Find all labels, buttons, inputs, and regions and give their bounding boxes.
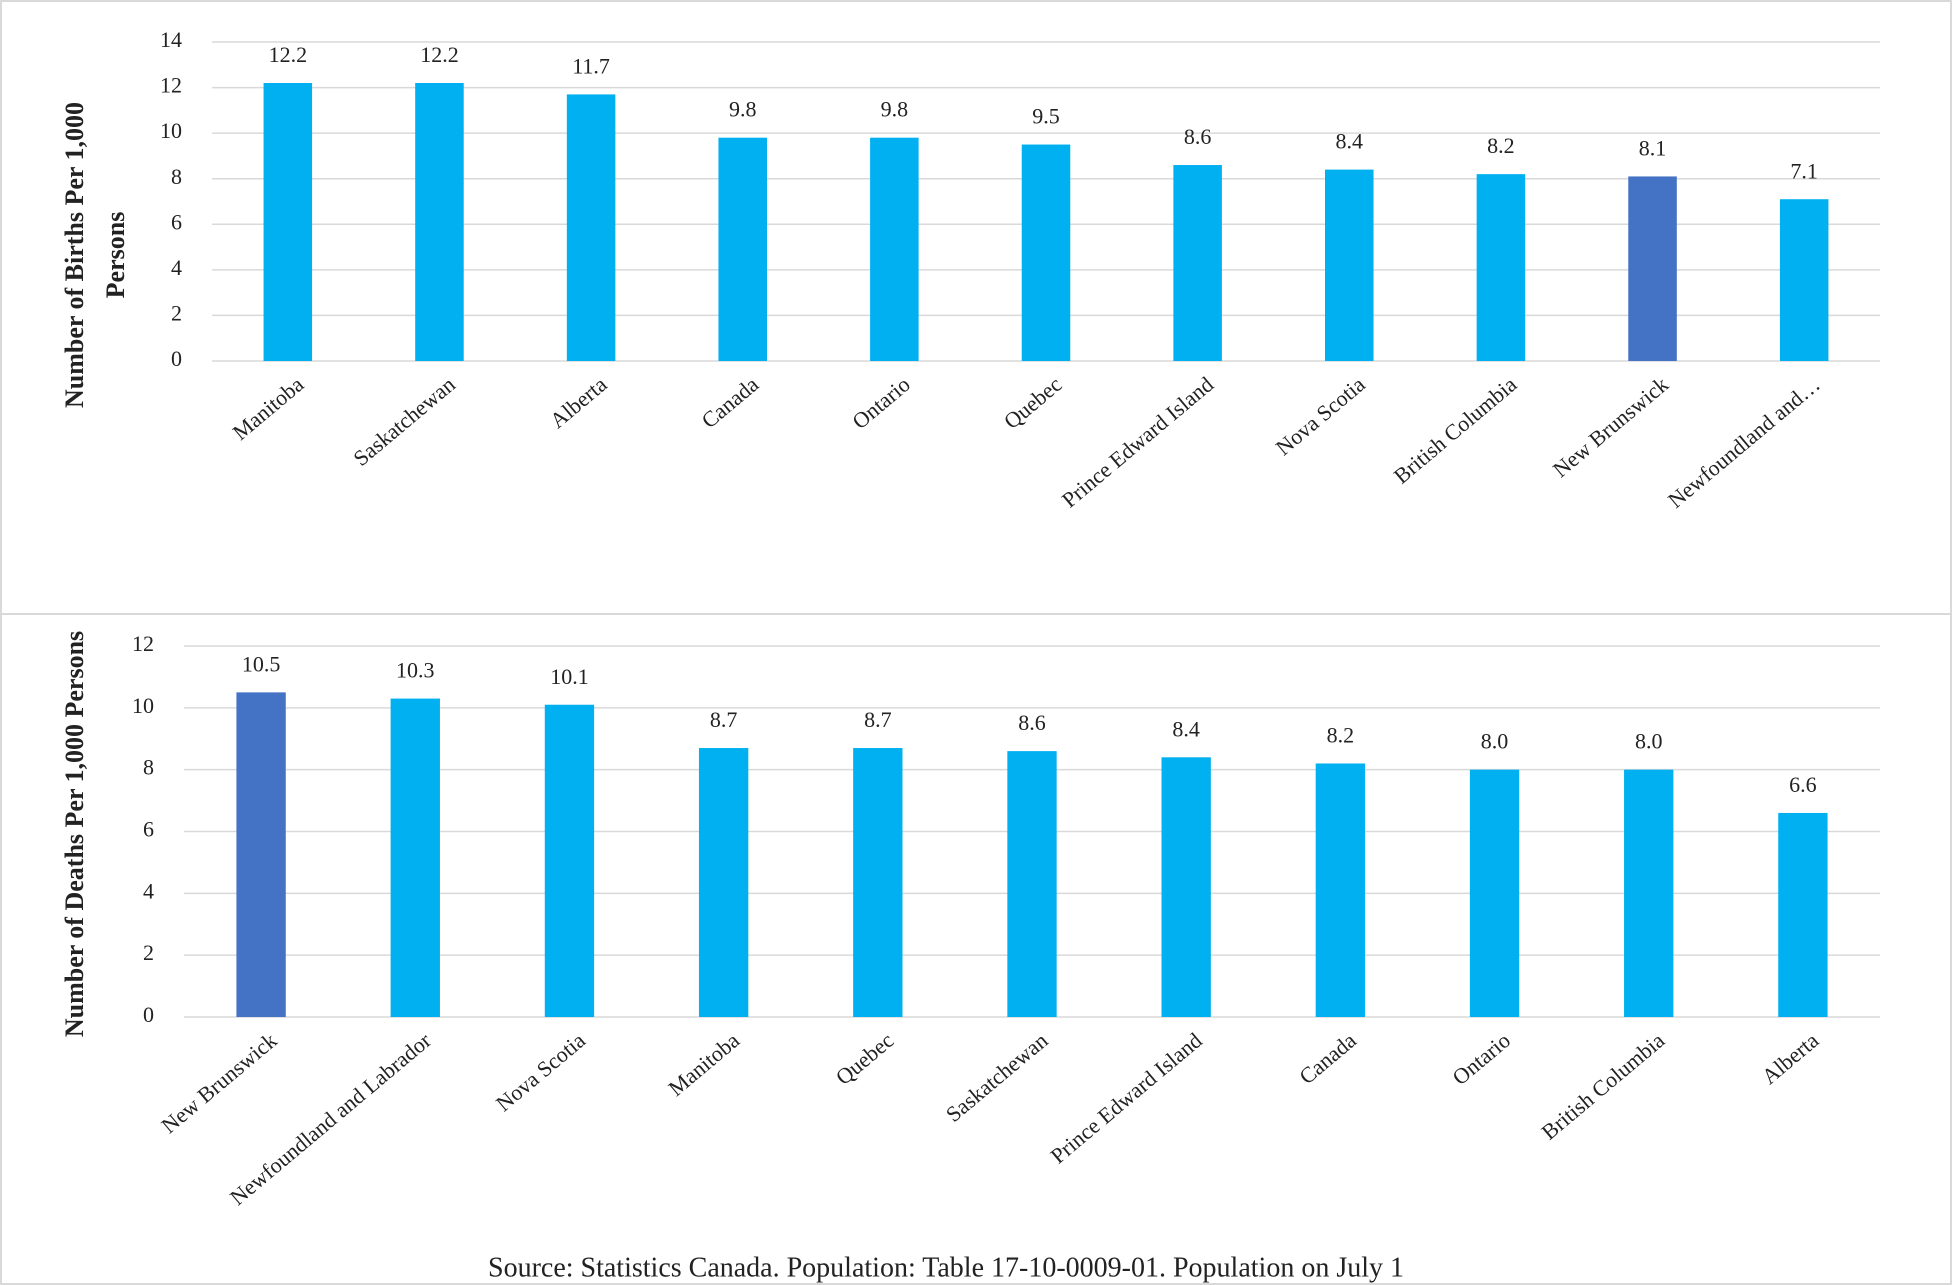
x-tick-label: Nova Scotia <box>1271 371 1370 460</box>
bar <box>853 748 903 1017</box>
x-tick-label: British Columbia <box>1389 371 1522 488</box>
x-tick-label: Canada <box>1294 1027 1361 1089</box>
bar <box>263 83 313 361</box>
data-label: 8.6 <box>1018 710 1046 735</box>
x-tick-label: New Brunswick <box>1548 372 1673 483</box>
data-label: 8.2 <box>1327 723 1355 748</box>
y-tick-label: 14 <box>160 27 182 52</box>
data-label: 8.7 <box>710 707 738 732</box>
x-tick-label: Nova Scotia <box>491 1027 590 1116</box>
data-label: 7.1 <box>1790 158 1818 183</box>
data-label: 10.3 <box>396 658 435 683</box>
data-label: 9.8 <box>729 97 757 122</box>
data-label: 10.1 <box>550 664 589 689</box>
bar <box>1161 757 1211 1017</box>
bar <box>1778 812 1828 1017</box>
y-tick-label: 0 <box>171 346 182 371</box>
x-tick-label: Prince Edward Island <box>1045 1028 1206 1169</box>
bar <box>1476 174 1526 361</box>
x-tick-label: Alberta <box>545 371 612 433</box>
data-label: 12.2 <box>420 42 459 67</box>
bar <box>718 137 767 361</box>
data-label: 8.0 <box>1635 729 1663 754</box>
x-tick-label: Canada <box>697 371 764 433</box>
x-tick-label: New Brunswick <box>156 1028 281 1139</box>
y-tick-label: 4 <box>171 255 182 280</box>
source-note: Source: Statistics Canada. Population: T… <box>488 1252 1404 1283</box>
x-tick-label: Ontario <box>847 372 915 434</box>
x-tick-label: Alberta <box>1757 1027 1824 1089</box>
data-label: 9.8 <box>881 97 909 122</box>
y-tick-label: 0 <box>143 1002 154 1027</box>
bar <box>1628 176 1677 361</box>
data-label: 9.5 <box>1032 104 1060 129</box>
data-label: 11.7 <box>572 53 610 78</box>
x-tick-label: Quebec <box>999 371 1067 433</box>
bar <box>1469 769 1520 1017</box>
y-tick-label: 6 <box>143 817 154 842</box>
y-tick-label: 8 <box>171 164 182 189</box>
y-tick-label: 2 <box>171 300 182 325</box>
bar <box>1173 165 1222 361</box>
x-tick-label: Ontario <box>1447 1028 1515 1090</box>
bar <box>1021 144 1071 361</box>
data-label: 8.4 <box>1172 716 1200 741</box>
x-tick-label: Manitoba <box>663 1027 744 1100</box>
bar <box>1007 751 1057 1017</box>
x-tick-label: Saskatchewan <box>941 1028 1053 1127</box>
bar <box>1779 199 1829 361</box>
x-tick-label: Manitoba <box>228 371 309 444</box>
bar <box>1325 169 1374 361</box>
y-tick-label: 4 <box>143 878 154 903</box>
data-label: 6.6 <box>1789 772 1817 797</box>
bar <box>870 137 919 361</box>
data-label: 8.2 <box>1487 133 1515 158</box>
x-tick-label: Quebec <box>831 1027 899 1089</box>
x-tick-label: Prince Edward Island <box>1057 372 1218 513</box>
y-tick-label: 8 <box>143 755 154 780</box>
data-label: 8.0 <box>1481 729 1509 754</box>
x-tick-label: British Columbia <box>1537 1027 1670 1144</box>
y-tick-label: 12 <box>132 631 154 656</box>
y-axis-label: Persons <box>101 212 130 299</box>
y-tick-label: 2 <box>143 940 154 965</box>
y-tick-label: 10 <box>160 118 182 143</box>
bar <box>390 698 440 1017</box>
data-label: 8.6 <box>1184 124 1212 149</box>
y-tick-label: 10 <box>132 693 154 718</box>
data-label: 8.7 <box>864 707 892 732</box>
y-axis-label: Number of Births Per 1,000 <box>60 102 89 408</box>
data-label: 8.1 <box>1639 135 1667 160</box>
x-tick-label: Saskatchewan <box>348 372 460 471</box>
data-label: 10.5 <box>242 651 281 676</box>
bar <box>1624 769 1674 1017</box>
y-axis-label: Number of Deaths Per 1,000 Persons <box>60 631 89 1037</box>
bar <box>698 748 749 1017</box>
bar <box>566 94 616 362</box>
data-label: 12.2 <box>269 42 308 67</box>
bar <box>415 83 464 361</box>
y-tick-label: 12 <box>160 73 182 98</box>
y-tick-label: 6 <box>171 209 182 234</box>
bar <box>544 704 595 1017</box>
x-tick-label: Newfoundland and… <box>1663 372 1825 513</box>
bar <box>236 692 286 1017</box>
bar <box>1315 763 1366 1017</box>
data-label: 8.4 <box>1336 129 1364 154</box>
chart-border <box>0 613 1952 1285</box>
